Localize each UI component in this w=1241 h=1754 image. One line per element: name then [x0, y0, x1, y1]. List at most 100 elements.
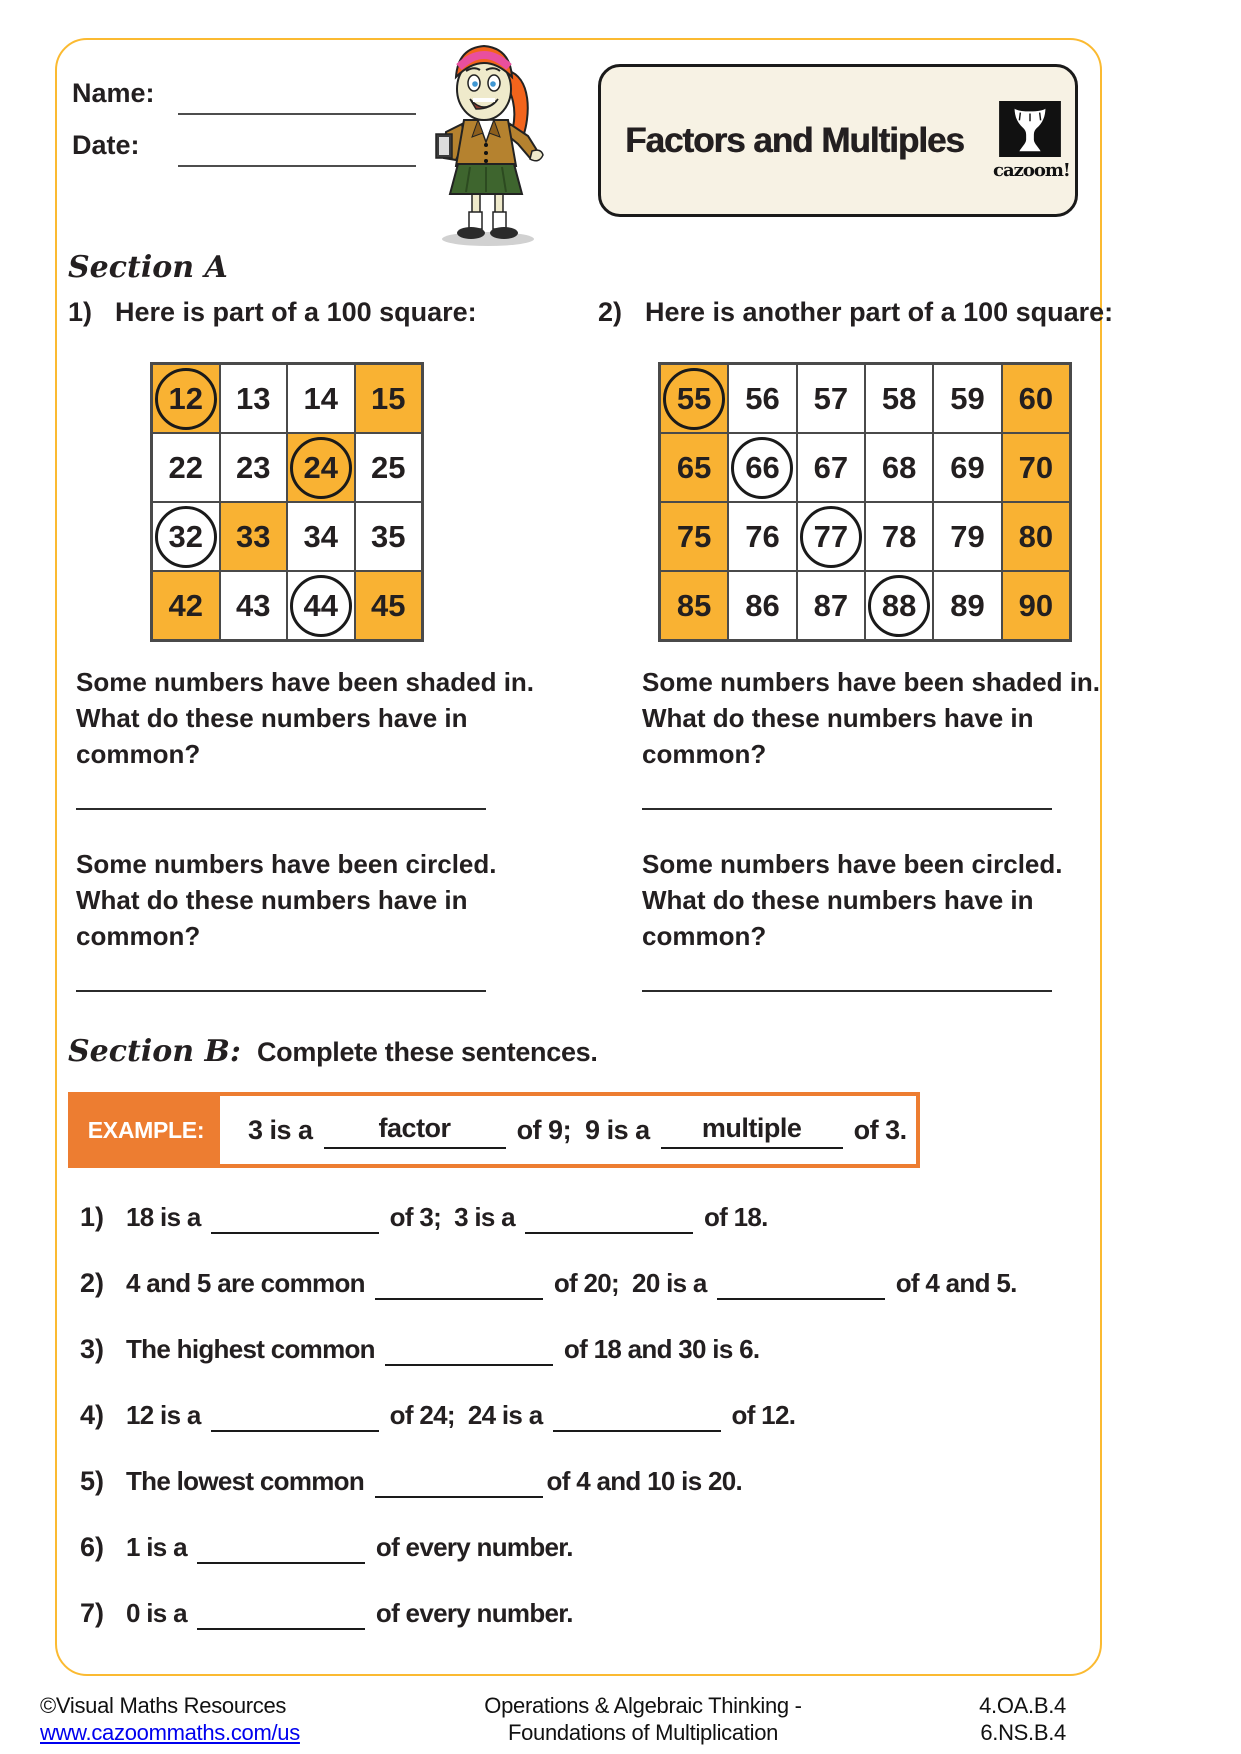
- cell-number: 14: [303, 380, 338, 416]
- grid-cell-66: 66: [728, 433, 797, 502]
- sentence-body: 4 and 5 are common of 20; 20 is a of 4 a…: [126, 1262, 1017, 1300]
- footer-left: ©Visual Maths Resources www.cazoommaths.…: [40, 1692, 370, 1746]
- circled-question-1: Some numbers have been circled. What do …: [76, 849, 497, 951]
- shaded-question-1: Some numbers have been shaded in. What d…: [76, 667, 535, 769]
- sentence-text: 18 is a: [126, 1202, 208, 1232]
- grid-cell-34: 34: [287, 502, 355, 571]
- grid-cell-58: 58: [865, 364, 934, 433]
- sentence-text: 3 is a: [248, 1114, 320, 1145]
- sentence-text: of 4 and 5.: [889, 1268, 1018, 1298]
- cell-number: 22: [168, 449, 203, 485]
- grid-cell-88: 88: [865, 571, 934, 640]
- sentence-number: 7): [80, 1598, 105, 1628]
- cell-number: 43: [236, 587, 271, 623]
- section-b-instruction: Complete these sentences.: [256, 1037, 598, 1067]
- copyright-text: ©Visual Maths Resources: [40, 1693, 287, 1718]
- example-label: EXAMPLE:: [72, 1096, 220, 1164]
- cell-number: 78: [881, 518, 917, 554]
- grid-cell-24: 24: [287, 433, 355, 502]
- sentence-text: of 24; 24 is a: [383, 1400, 549, 1430]
- answer-line: [76, 808, 486, 810]
- sentence-item: 5) The lowest common of 4 and 10 is 20.: [80, 1460, 1082, 1498]
- page-border-frame: [55, 38, 1102, 1676]
- cell-number: 65: [676, 449, 712, 485]
- grid-cell-33: 33: [219, 502, 287, 571]
- cell-number: 87: [813, 587, 849, 623]
- sentence-item: 6) 1 is a of every number.: [80, 1526, 1082, 1564]
- date-write-line: [178, 131, 416, 167]
- answer-blank: [717, 1262, 886, 1300]
- sentence-text: of 9; 9 is a: [509, 1114, 657, 1145]
- grid-cell-25: 25: [354, 433, 422, 502]
- answer-blank: [525, 1196, 694, 1234]
- cell-number: 32: [168, 518, 203, 554]
- answer-blank: [211, 1196, 380, 1234]
- question-column-2: Some numbers have been shaded in. What d…: [642, 664, 1102, 992]
- date-row: Date:: [72, 128, 416, 167]
- question-2-number: 2): [598, 297, 623, 327]
- cell-number: 25: [371, 449, 406, 485]
- cell-number: 42: [168, 587, 203, 623]
- sentence-number: 4): [80, 1400, 105, 1430]
- cazoom-website-link[interactable]: www.cazoommaths.com/us: [40, 1720, 300, 1745]
- grid-cell-67: 67: [796, 433, 865, 502]
- cell-number: 89: [950, 587, 985, 623]
- shaded-question-2: Some numbers have been shaded in. What d…: [642, 667, 1101, 769]
- grid-cell-59: 59: [933, 364, 1002, 433]
- cell-number: 88: [881, 587, 917, 623]
- hundred-square-grid-2: 55 56 57 58 59 60 65 66 67 68 69 70 75 76 77 78 79 80 85 86…: [658, 362, 1072, 642]
- cell-number: 56: [745, 380, 780, 416]
- cazoom-logo: cazoom!: [993, 101, 1071, 181]
- grid-cell-65: 65: [660, 433, 729, 502]
- sentence-number: 3): [80, 1334, 105, 1364]
- grid-cell-89: 89: [933, 571, 1002, 640]
- question-2-prompt: 2) Here is another part of a 100 square:: [598, 297, 1113, 328]
- answer-blank: [197, 1592, 366, 1630]
- grid-cell-60: 60: [1001, 364, 1070, 433]
- answer-line: [642, 990, 1052, 992]
- grid-cell-44: 44: [287, 571, 355, 640]
- cell-number: 23: [236, 449, 271, 485]
- cell-number: 34: [303, 518, 338, 554]
- standard-description-line1: Operations & Algebraic Thinking -: [484, 1693, 802, 1718]
- grid-cell-70: 70: [1001, 433, 1070, 502]
- grid-cell-80: 80: [1001, 502, 1070, 571]
- name-row: Name:: [72, 76, 416, 115]
- cell-number: 15: [371, 380, 406, 416]
- grid-cell-69: 69: [933, 433, 1002, 502]
- answer-blank: [385, 1328, 554, 1366]
- grid-cell-86: 86: [728, 571, 797, 640]
- grid-cell-87: 87: [796, 571, 865, 640]
- answer-blank: [553, 1394, 721, 1432]
- grid-cell-32: 32: [152, 502, 220, 571]
- sentence-body: 1 is a of every number.: [126, 1526, 573, 1564]
- grid-cell-68: 68: [865, 433, 934, 502]
- sentence-number: 2): [80, 1268, 105, 1298]
- answer-line: [642, 808, 1052, 810]
- grid-cell-43: 43: [219, 571, 287, 640]
- sentence-text: The highest common: [126, 1334, 382, 1364]
- sentence-text: of 4 and 10 is 20.: [546, 1466, 743, 1496]
- grid-cell-22: 22: [152, 433, 220, 502]
- cell-number: 58: [881, 380, 917, 416]
- example-box: EXAMPLE: 3 is a factor of 9; 9 is a mult…: [68, 1092, 920, 1168]
- section-b-heading: Section B: Complete these sentences.: [68, 1034, 598, 1069]
- answer-blank: [374, 1460, 543, 1498]
- footer-right: 4.OA.B.4 6.NS.B.4: [916, 1692, 1066, 1746]
- answer-blank: [197, 1526, 366, 1564]
- student-character-illustration: [408, 36, 568, 253]
- section-b-title: Section B:: [68, 1034, 241, 1069]
- grid-cell-14: 14: [287, 364, 355, 433]
- standard-code-2: 6.NS.B.4: [980, 1720, 1066, 1745]
- cell-number: 80: [1018, 518, 1054, 554]
- cell-number: 90: [1018, 587, 1054, 623]
- hundred-square-grid-1: 12 13 14 15 22 23 24 25 32 33 34 35 42 43 44 45: [150, 362, 424, 642]
- answer-line: [76, 990, 486, 992]
- grid-cell-77: 77: [796, 502, 865, 571]
- answer-blank: [211, 1394, 380, 1432]
- cell-number: 33: [236, 518, 271, 554]
- cell-number: 77: [813, 518, 849, 554]
- cell-number: 76: [745, 518, 780, 554]
- grid-cell-15: 15: [354, 364, 422, 433]
- question-2-text: Here is another part of a 100 square:: [645, 297, 1114, 327]
